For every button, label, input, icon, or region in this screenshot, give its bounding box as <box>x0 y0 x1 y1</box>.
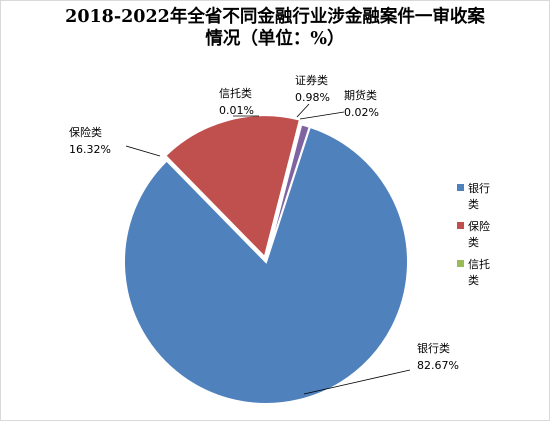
chart-title-line-1: 2018-2022年全省不同金融行业涉金融案件一审收案 <box>65 7 485 27</box>
data-label-value-trust: 0.01% <box>219 104 254 117</box>
data-label-name-insurance: 保险类 <box>69 125 102 139</box>
data-label-name-securities: 证券类 <box>295 73 328 87</box>
leader-line-insurance <box>125 145 161 157</box>
leader-line-securities <box>296 103 310 118</box>
data-label-value-insurance: 16.32% <box>69 143 111 156</box>
data-label-value-futures: 0.02% <box>344 106 379 119</box>
legend-swatch-3 <box>457 260 464 267</box>
legend-label-1-line-1: 银行 <box>468 181 490 195</box>
data-label-name-bank: 银行类 <box>417 341 450 355</box>
legend-label-3-line-1: 信托 <box>468 257 490 271</box>
leader-line-futures <box>299 111 345 120</box>
legend-label-2-line-1: 保险 <box>468 219 490 233</box>
leader-line-bank <box>303 369 411 395</box>
legend-swatch-1 <box>457 184 464 191</box>
chart-title-line-2: 情况（单位：%） <box>205 29 345 49</box>
data-label-value-securities: 0.98% <box>295 91 330 104</box>
data-label-name-trust: 信托类 <box>219 86 252 100</box>
data-label-name-futures: 期货类 <box>344 88 377 102</box>
pie-slice-insurance <box>163 114 302 260</box>
legend-swatch-2 <box>457 222 464 229</box>
legend-label-1-line-2: 类 <box>468 197 479 211</box>
pie-slice-futures <box>265 126 311 263</box>
chart-title: 2018-2022年全省不同金融行业涉金融案件一审收案 情况（单位：%） <box>0 6 550 50</box>
legend-label-2-line-2: 类 <box>468 235 479 249</box>
data-label-value-bank: 82.67% <box>417 359 459 372</box>
legend-label-3-line-2: 类 <box>468 273 479 287</box>
pie-slice-bank <box>123 125 409 405</box>
